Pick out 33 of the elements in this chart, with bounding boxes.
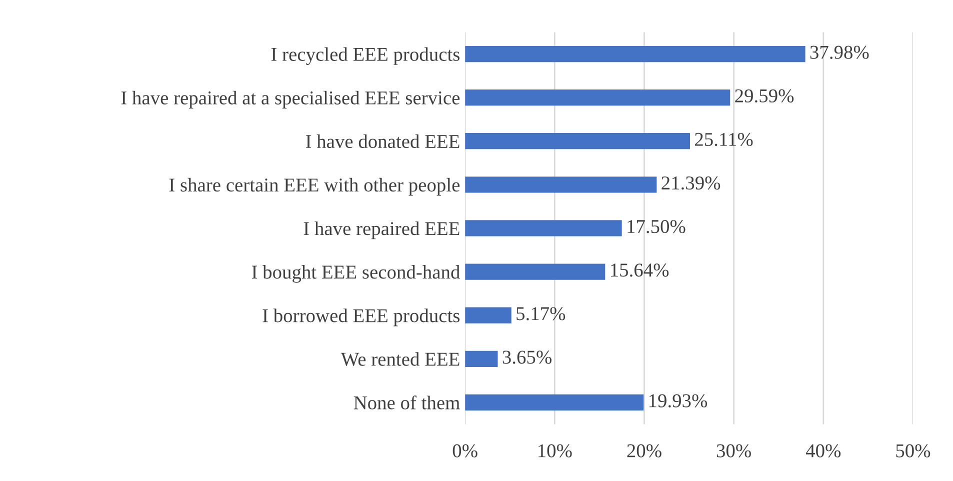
bar	[465, 264, 606, 280]
bar	[465, 176, 657, 193]
x-tick-label: 0%	[452, 444, 478, 458]
y-tick-label: I share certain EEE with other people	[169, 178, 460, 196]
bar	[465, 220, 622, 236]
y-tick-label: I bought EEE second-hand	[252, 265, 460, 283]
bar	[465, 394, 644, 411]
bar	[465, 133, 690, 150]
data-label: 37.98%	[810, 46, 869, 59]
data-label: 25.11%	[695, 132, 753, 146]
x-tick-label: 50%	[896, 444, 930, 458]
bar	[465, 350, 498, 367]
data-label: 29.59%	[735, 89, 794, 103]
y-tick-label: I have repaired EEE	[304, 221, 460, 240]
x-tick-label: 20%	[627, 444, 662, 458]
bar	[465, 307, 512, 324]
data-label: 3.65%	[502, 350, 552, 364]
y-tick-label: I recycled EEE products	[271, 47, 460, 65]
y-tick-label: I borrowed EEE products	[262, 308, 460, 326]
data-label: 19.93%	[649, 394, 708, 408]
data-label: 17.50%	[628, 220, 686, 234]
y-tick-label: I have repaired at a specialised EEE service	[121, 90, 460, 108]
x-tick-label: 30%	[716, 444, 751, 458]
x-tick-label: 40%	[806, 444, 841, 458]
y-tick-label: None of them	[354, 396, 460, 410]
x-tick-label: 10%	[538, 444, 572, 458]
bar	[465, 46, 806, 62]
data-label: 5.17%	[516, 307, 566, 320]
bar	[465, 90, 730, 106]
y-tick-label: I have donated EEE	[306, 134, 460, 148]
data-label: 21.39%	[662, 176, 720, 190]
data-label: 15.64%	[611, 264, 669, 277]
y-tick-label: We rented EEE	[340, 352, 460, 366]
